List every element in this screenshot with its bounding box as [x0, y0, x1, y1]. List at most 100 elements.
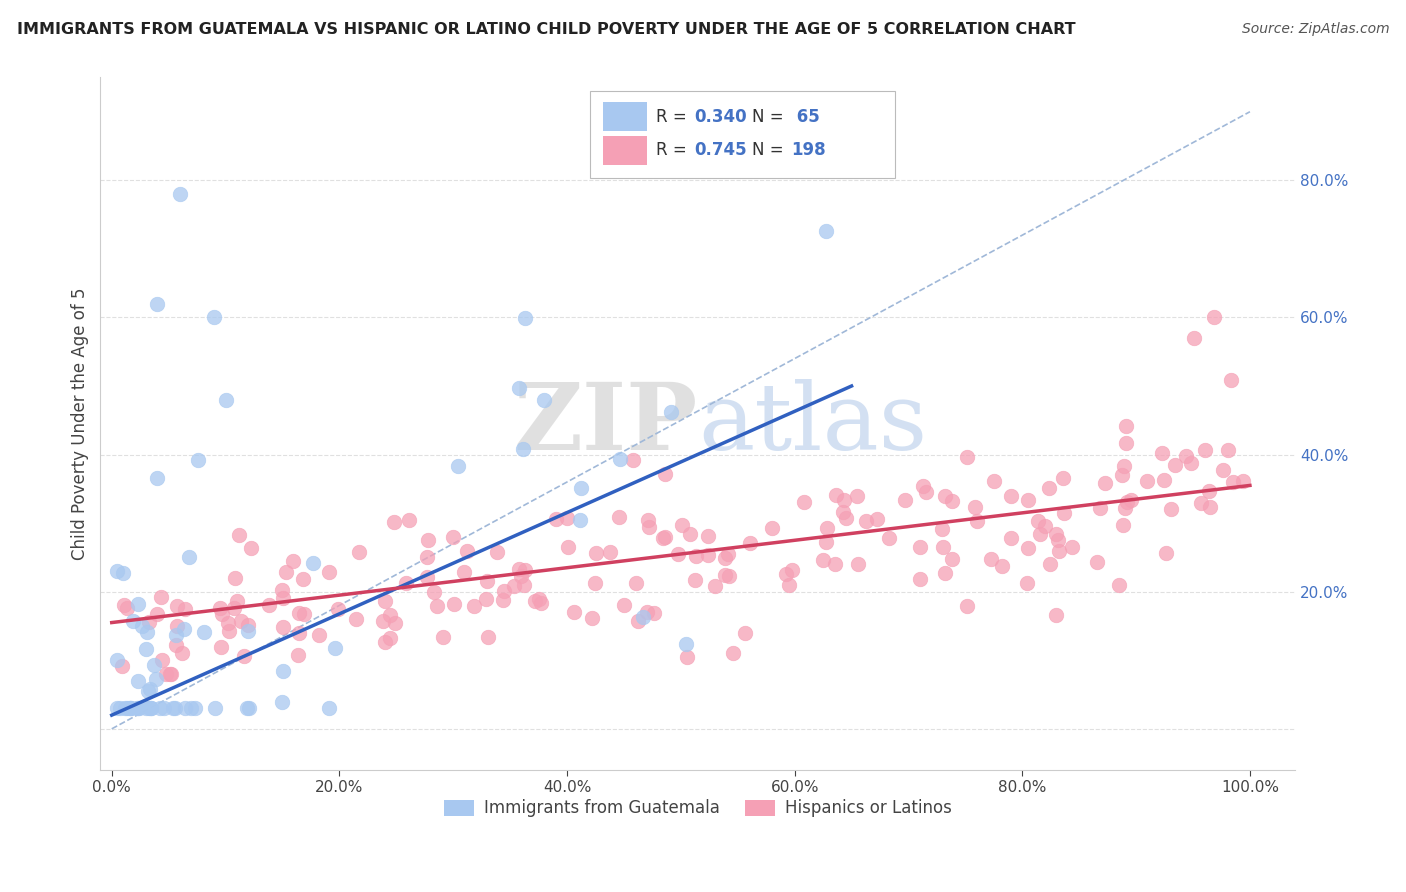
Point	[169, 186, 191, 201]
Point	[607, 510, 630, 524]
Point	[159, 667, 181, 681]
FancyBboxPatch shape	[591, 91, 896, 178]
Point	[349, 545, 371, 559]
Point	[236, 617, 259, 632]
Point	[292, 572, 315, 586]
Point	[811, 553, 834, 567]
Point	[832, 493, 855, 508]
Point	[1052, 471, 1074, 485]
Point	[824, 488, 846, 502]
Point	[423, 585, 446, 599]
Point	[685, 549, 707, 563]
Point	[583, 576, 606, 591]
Point	[815, 521, 838, 535]
Point	[149, 701, 172, 715]
Point	[1115, 418, 1137, 433]
Point	[1114, 501, 1136, 516]
Point	[666, 547, 689, 561]
Point	[761, 521, 783, 535]
Point	[416, 570, 439, 584]
FancyBboxPatch shape	[603, 136, 647, 165]
Point	[138, 701, 160, 715]
Point	[1017, 493, 1039, 508]
Point	[138, 615, 160, 629]
Point	[107, 701, 129, 715]
Point	[1045, 608, 1067, 623]
Point	[877, 531, 900, 545]
Point	[271, 619, 294, 633]
Point	[287, 606, 309, 620]
Point	[599, 545, 621, 559]
Point	[834, 511, 856, 525]
Point	[1046, 533, 1069, 547]
Point	[135, 701, 157, 715]
Point	[703, 579, 725, 593]
Point	[475, 591, 498, 606]
Point	[146, 607, 169, 622]
Point	[508, 562, 530, 576]
Point	[569, 481, 592, 495]
Point	[463, 599, 485, 613]
Point	[1160, 502, 1182, 516]
Point	[609, 452, 631, 467]
Point	[778, 577, 800, 591]
Point	[125, 701, 148, 715]
Point	[679, 527, 702, 541]
Point	[627, 614, 650, 628]
Point	[238, 701, 260, 715]
Point	[111, 658, 134, 673]
Point	[150, 590, 173, 604]
Point	[432, 630, 454, 644]
Point	[1216, 443, 1239, 458]
Point	[274, 565, 297, 579]
Text: IMMIGRANTS FROM GUATEMALA VS HISPANIC OR LATINO CHILD POVERTY UNDER THE AGE OF 5: IMMIGRANTS FROM GUATEMALA VS HISPANIC OR…	[17, 22, 1076, 37]
Point	[441, 530, 464, 544]
Point	[633, 610, 655, 624]
Point	[932, 540, 955, 554]
Point	[166, 599, 188, 613]
Point	[204, 701, 226, 715]
Point	[908, 572, 931, 586]
Point	[894, 492, 917, 507]
Point	[371, 615, 394, 629]
Point	[911, 479, 934, 493]
Point	[652, 531, 675, 545]
Point	[502, 579, 524, 593]
FancyBboxPatch shape	[603, 103, 647, 131]
Point	[1212, 463, 1234, 477]
Point	[1232, 474, 1254, 488]
Point	[824, 558, 846, 572]
Point	[235, 701, 257, 715]
Point	[301, 556, 323, 570]
Point	[637, 513, 659, 527]
Point	[231, 614, 253, 628]
Point	[1115, 495, 1137, 509]
Point	[486, 545, 509, 559]
Point	[555, 511, 578, 525]
Point	[530, 596, 553, 610]
Point	[139, 682, 162, 697]
Point	[562, 605, 585, 619]
Point	[184, 701, 207, 715]
Point	[934, 566, 956, 581]
Point	[218, 624, 240, 638]
Point	[136, 684, 159, 698]
Point	[512, 442, 534, 456]
Point	[142, 657, 165, 672]
Point	[170, 647, 193, 661]
Point	[416, 550, 439, 565]
Point	[173, 602, 195, 616]
Point	[1204, 310, 1226, 325]
Point	[228, 528, 250, 542]
Point	[395, 576, 418, 591]
Point	[510, 569, 533, 583]
Point	[1163, 458, 1185, 472]
Point	[1136, 475, 1159, 489]
Point	[1038, 481, 1060, 495]
Point	[815, 224, 838, 238]
Point	[527, 591, 550, 606]
Point	[931, 522, 953, 536]
Point	[131, 618, 153, 632]
Point	[714, 550, 737, 565]
Point	[963, 500, 986, 514]
